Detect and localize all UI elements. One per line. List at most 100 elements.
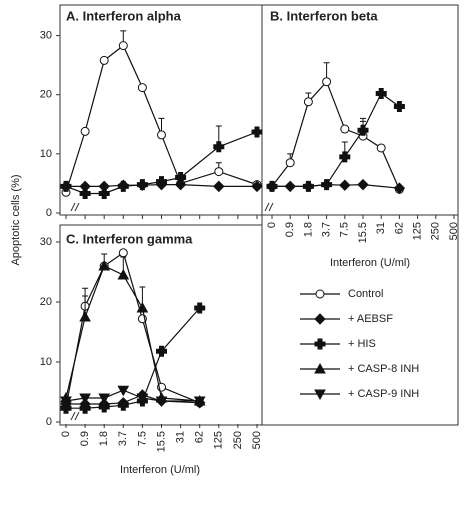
marker-triangle-down bbox=[117, 385, 130, 397]
marker-triangle-up bbox=[79, 310, 91, 322]
marker-plus bbox=[375, 88, 387, 100]
panel-title: A. Interferon alpha bbox=[66, 8, 182, 23]
x-tick-label: 1.8 bbox=[98, 431, 110, 446]
marker-plus bbox=[156, 176, 167, 188]
marker-triangle-down bbox=[314, 389, 326, 401]
x-tick-label: 3.7 bbox=[321, 222, 333, 237]
marker-triangle-down bbox=[79, 393, 91, 405]
x-tick-label: 250 bbox=[430, 222, 442, 240]
marker-plus bbox=[213, 141, 225, 153]
marker-plus bbox=[60, 180, 72, 192]
x-tick-label: 0 bbox=[266, 222, 278, 228]
legend-label: + CASP-9 INH bbox=[348, 388, 419, 400]
marker-plus bbox=[393, 101, 405, 113]
marker-circle bbox=[157, 130, 166, 140]
marker-plus bbox=[117, 180, 129, 192]
x-tick-label: 500 bbox=[448, 222, 460, 240]
panel-title: C. Interferon gamma bbox=[66, 231, 193, 246]
marker-diamond bbox=[393, 182, 406, 194]
legend-label: + HIS bbox=[348, 338, 376, 350]
x-tick-label: 250 bbox=[232, 431, 244, 449]
x-axis-label: Interferon (U/ml) bbox=[330, 257, 410, 269]
x-tick-label: 3.7 bbox=[117, 431, 129, 446]
marker-circle bbox=[214, 167, 224, 177]
x-tick-label: 31 bbox=[175, 431, 187, 443]
legend-frame bbox=[261, 214, 459, 426]
x-tick-label: 0 bbox=[60, 431, 72, 437]
marker-circle bbox=[315, 289, 325, 299]
series-line bbox=[272, 92, 400, 187]
marker-plus bbox=[156, 345, 167, 357]
x-tick-label: 125 bbox=[213, 431, 225, 449]
marker-diamond bbox=[251, 180, 263, 193]
marker-plus bbox=[79, 402, 91, 414]
marker-triangle-down bbox=[155, 396, 168, 408]
marker-plus bbox=[251, 126, 263, 138]
y-tick-label: 0 bbox=[46, 207, 52, 219]
marker-triangle-down bbox=[193, 396, 206, 408]
legend: Control + AEBSF + HIS + CASP-8 INH + CASP-9 … bbox=[300, 288, 419, 401]
marker-circle bbox=[340, 124, 350, 134]
marker-diamond bbox=[174, 178, 187, 191]
marker-plus bbox=[266, 180, 278, 192]
x-tick-label: 15.5 bbox=[155, 431, 167, 452]
legend-label: Control bbox=[348, 288, 383, 300]
marker-plus bbox=[79, 187, 91, 199]
marker-diamond bbox=[213, 180, 225, 193]
x-tick-label: 31 bbox=[375, 222, 387, 234]
marker-plus bbox=[136, 179, 148, 191]
marker-triangle-down bbox=[60, 396, 72, 408]
marker-triangle-down bbox=[98, 393, 111, 405]
legend-label: + AEBSF bbox=[348, 313, 393, 325]
y-tick-label: 20 bbox=[40, 89, 52, 101]
marker-triangle-down bbox=[136, 393, 149, 405]
y-tick-label: 30 bbox=[40, 236, 52, 248]
marker-plus bbox=[357, 124, 369, 136]
x-tick-label: 0.9 bbox=[284, 222, 296, 237]
y-tick-label: 10 bbox=[40, 148, 52, 160]
y-tick-label: 0 bbox=[46, 416, 52, 428]
marker-circle bbox=[118, 41, 128, 51]
x-axis-label: Interferon (U/ml) bbox=[120, 464, 200, 476]
marker-diamond bbox=[357, 178, 369, 191]
marker-plus bbox=[321, 179, 333, 191]
x-tick-label: 7.5 bbox=[339, 222, 351, 237]
y-tick-label: 10 bbox=[40, 356, 52, 368]
marker-plus bbox=[175, 172, 187, 184]
marker-diamond bbox=[314, 313, 326, 325]
marker-triangle-up bbox=[314, 362, 326, 374]
x-tick-label: 500 bbox=[251, 431, 263, 449]
y-axis-label: Apoptotic cells (%) bbox=[10, 174, 22, 265]
axis-break bbox=[70, 202, 274, 421]
marker-plus bbox=[117, 399, 129, 411]
x-tick-label: 125 bbox=[412, 222, 424, 240]
legend-label: + CASP-8 INH bbox=[348, 363, 419, 375]
marker-circle bbox=[376, 143, 386, 153]
marker-plus bbox=[339, 151, 351, 163]
marker-circle bbox=[322, 77, 332, 87]
marker-plus bbox=[194, 302, 206, 314]
x-tick-label: 15.5 bbox=[357, 222, 369, 243]
panel-title: B. Interferon beta bbox=[270, 8, 378, 23]
x-tick-label: 62 bbox=[194, 431, 206, 443]
marker-circle bbox=[285, 158, 295, 168]
marker-circle bbox=[137, 83, 147, 93]
marker-circle bbox=[303, 97, 313, 107]
marker-plus bbox=[314, 338, 326, 350]
series-line bbox=[66, 307, 201, 409]
marker-triangle-up bbox=[117, 268, 130, 280]
y-tick-label: 20 bbox=[40, 296, 52, 308]
x-tick-label: 7.5 bbox=[136, 431, 148, 446]
marker-circle bbox=[118, 248, 128, 258]
y-tick-label: 30 bbox=[40, 29, 52, 41]
marker-plus bbox=[98, 187, 110, 199]
marker-triangle-up bbox=[98, 259, 111, 271]
marker-circle bbox=[80, 126, 90, 136]
x-tick-label: 1.8 bbox=[302, 222, 314, 237]
marker-plus bbox=[98, 401, 110, 413]
marker-diamond bbox=[339, 179, 351, 191]
x-tick-label: 62 bbox=[393, 222, 405, 234]
marker-plus bbox=[302, 180, 314, 192]
marker-circle bbox=[99, 55, 109, 65]
